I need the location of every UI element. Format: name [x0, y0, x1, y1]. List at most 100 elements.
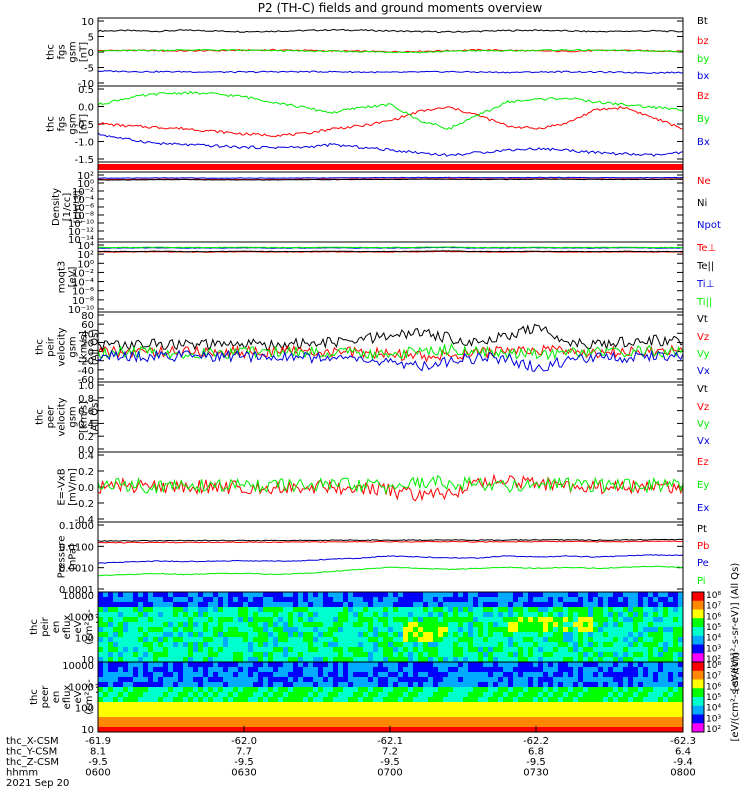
spectrogram-9-cell	[243, 602, 248, 607]
spectrogram-9-cell	[308, 607, 313, 612]
spectrogram-10-cell	[613, 687, 618, 692]
spectrogram-10-cell	[388, 697, 393, 702]
spectrogram-9-cell	[638, 617, 643, 622]
spectrogram-10-cell	[558, 672, 563, 677]
spectrogram-10-cell	[163, 682, 168, 687]
spectrogram-10-cell	[238, 722, 243, 727]
spectrogram-10-cell	[533, 682, 538, 687]
spectrogram-10-cell	[133, 717, 138, 722]
spectrogram-10-cell	[323, 677, 328, 682]
spectrogram-10-cell	[518, 707, 523, 712]
spectrogram-9-cell	[478, 597, 483, 602]
spectrogram-9-cell	[278, 617, 283, 622]
spectrogram-10-cell	[598, 697, 603, 702]
spectrogram-10-cell	[388, 687, 393, 692]
spectrogram-10-cell	[578, 692, 583, 697]
spectrogram-9-cell	[393, 592, 398, 597]
spectrogram-10-cell	[388, 677, 393, 682]
spectrogram-10-cell	[673, 702, 678, 707]
spectrogram-10-cell	[628, 712, 633, 717]
spectrogram-9-cell	[353, 627, 358, 632]
spectrogram-9-cell	[633, 627, 638, 632]
spectrogram-9-cell	[653, 602, 658, 607]
spectrogram-9-cell	[163, 612, 168, 617]
spectrogram-9-cell	[173, 637, 178, 642]
spectrogram-10-cell	[143, 712, 148, 717]
spectrogram-9-cell	[523, 592, 528, 597]
spectrogram-10-cell	[318, 712, 323, 717]
spectrogram-10-cell	[483, 667, 488, 672]
spectrogram-10-cell	[373, 717, 378, 722]
spectrogram-9-cell	[218, 632, 223, 637]
spectrogram-9-cell	[393, 617, 398, 622]
spectrogram-9-cell	[348, 602, 353, 607]
spectrogram-9-cell	[428, 607, 433, 612]
spectrogram-9-cell	[303, 622, 308, 627]
spectrogram-10-cell	[288, 677, 293, 682]
spectrogram-10-cell	[343, 697, 348, 702]
spectrogram-9-cell	[173, 592, 178, 597]
spectrogram-10-cell	[498, 702, 503, 707]
spectrogram-9-cell	[343, 632, 348, 637]
spectrogram-10-cell	[323, 712, 328, 717]
spectrogram-10-cell	[613, 662, 618, 667]
spectrogram-10-cell	[188, 727, 193, 732]
spectrogram-10-cell	[273, 687, 278, 692]
spectrogram-9-cell	[498, 627, 503, 632]
spectrogram-9-cell	[213, 607, 218, 612]
spectrogram-10-cell	[428, 687, 433, 692]
spectrogram-9-cell	[448, 647, 453, 652]
spectrogram-9-cell	[628, 647, 633, 652]
spectrogram-10-cell	[483, 727, 488, 732]
spectrogram-10-cell	[608, 692, 613, 697]
spectrogram-10-cell	[233, 702, 238, 707]
spectrogram-10-cell	[663, 717, 668, 722]
spectrogram-10-cell	[283, 677, 288, 682]
spectrogram-10-cell	[363, 707, 368, 712]
spectrogram-10-cell	[538, 687, 543, 692]
spectrogram-10-cell	[168, 662, 173, 667]
spectrogram-10-cell	[363, 677, 368, 682]
spectrogram-10-cell	[98, 697, 103, 702]
spectrogram-9-cell	[563, 642, 568, 647]
spectrogram-10-cell	[663, 727, 668, 732]
spectrogram-10-cell	[478, 687, 483, 692]
spectrogram-9-cell	[273, 657, 278, 662]
spectrogram-10-cell	[528, 702, 533, 707]
spectrogram-10-cell	[338, 662, 343, 667]
spectrogram-10-cell	[288, 672, 293, 677]
spectrogram-10-cell	[623, 727, 628, 732]
spectrogram-10-cell	[338, 707, 343, 712]
spectrogram-9-cell	[288, 652, 293, 657]
panel-6-ylabel-line: (All Qs)	[90, 399, 101, 436]
spectrogram-10-cell	[428, 712, 433, 717]
spectrogram-9-cell	[318, 657, 323, 662]
spectrogram-9-cell	[533, 607, 538, 612]
spectrogram-9-cell	[278, 592, 283, 597]
spectrogram-10-cell	[558, 687, 563, 692]
spectrogram-9-cell	[668, 622, 673, 627]
spectrogram-10-cell	[303, 662, 308, 667]
spectrogram-10-cell	[583, 682, 588, 687]
spectrogram-9-cell	[193, 607, 198, 612]
spectrogram-9-cell	[478, 652, 483, 657]
spectrogram-9-cell	[558, 627, 563, 632]
spectrogram-10-cell	[663, 722, 668, 727]
spectrogram-10-cell	[438, 717, 443, 722]
spectrogram-10-cell	[373, 692, 378, 697]
spectrogram-10-cell	[328, 712, 333, 717]
spectrogram-10-cell	[273, 692, 278, 697]
spectrogram-10-cell	[638, 662, 643, 667]
spectrogram-9-cell	[233, 642, 238, 647]
spectrogram-10-cell	[588, 687, 593, 692]
spectrogram-9-cell	[453, 642, 458, 647]
spectrogram-9-cell	[493, 652, 498, 657]
spectrogram-10-cell	[123, 697, 128, 702]
spectrogram-10-cell	[173, 682, 178, 687]
spectrogram-10-cell	[518, 727, 523, 732]
spectrogram-10-cell	[253, 682, 258, 687]
spectrogram-9-cell	[333, 632, 338, 637]
spectrogram-10-cell	[423, 667, 428, 672]
spectrogram-9-cell	[298, 632, 303, 637]
spectrogram-9-cell	[413, 622, 418, 627]
